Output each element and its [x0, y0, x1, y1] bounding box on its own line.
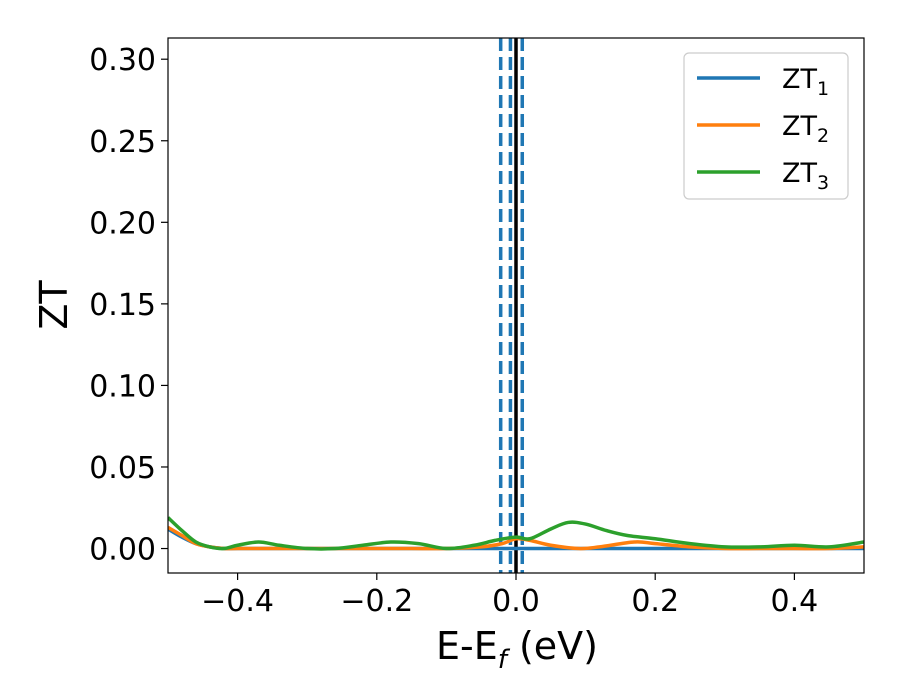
y-tick-label: 0.20: [89, 206, 156, 241]
legend-box: [683, 52, 849, 200]
legend-label-zt2: ZT2: [782, 111, 829, 147]
x-axis-label-unit: (eV): [507, 624, 598, 668]
series-lines: [168, 516, 864, 551]
series-line-zt3: [168, 516, 864, 551]
y-axis-label: ZT: [32, 280, 76, 330]
x-tick-label: −0.4: [201, 584, 274, 619]
y-tick-label: 0.30: [89, 43, 156, 78]
y-tick-label: 0.25: [89, 125, 156, 160]
x-tick-label: 0.0: [492, 584, 540, 619]
legend-label-zt3: ZT3: [782, 158, 829, 194]
y-tick-label: 0.05: [89, 451, 156, 486]
y-tick-label: 0.15: [89, 288, 156, 323]
x-tick-label: −0.2: [340, 584, 413, 619]
legend-label-zt1: ZT1: [782, 64, 829, 100]
y-tick-label: 0.10: [89, 369, 156, 404]
x-axis-ticks: −0.4 −0.2 0.0 0.2 0.4: [201, 573, 818, 619]
y-axis-ticks: 0.00 0.05 0.10 0.15 0.20 0.25 0.30: [89, 43, 168, 568]
y-tick-label: 0.00: [89, 533, 156, 568]
x-tick-label: 0.2: [631, 584, 679, 619]
x-axis-label: E-Ef (eV): [436, 624, 598, 675]
x-tick-label: 0.4: [771, 584, 819, 619]
legend: ZT1 ZT2 ZT3: [683, 52, 849, 200]
reference-lines: [498, 38, 525, 573]
